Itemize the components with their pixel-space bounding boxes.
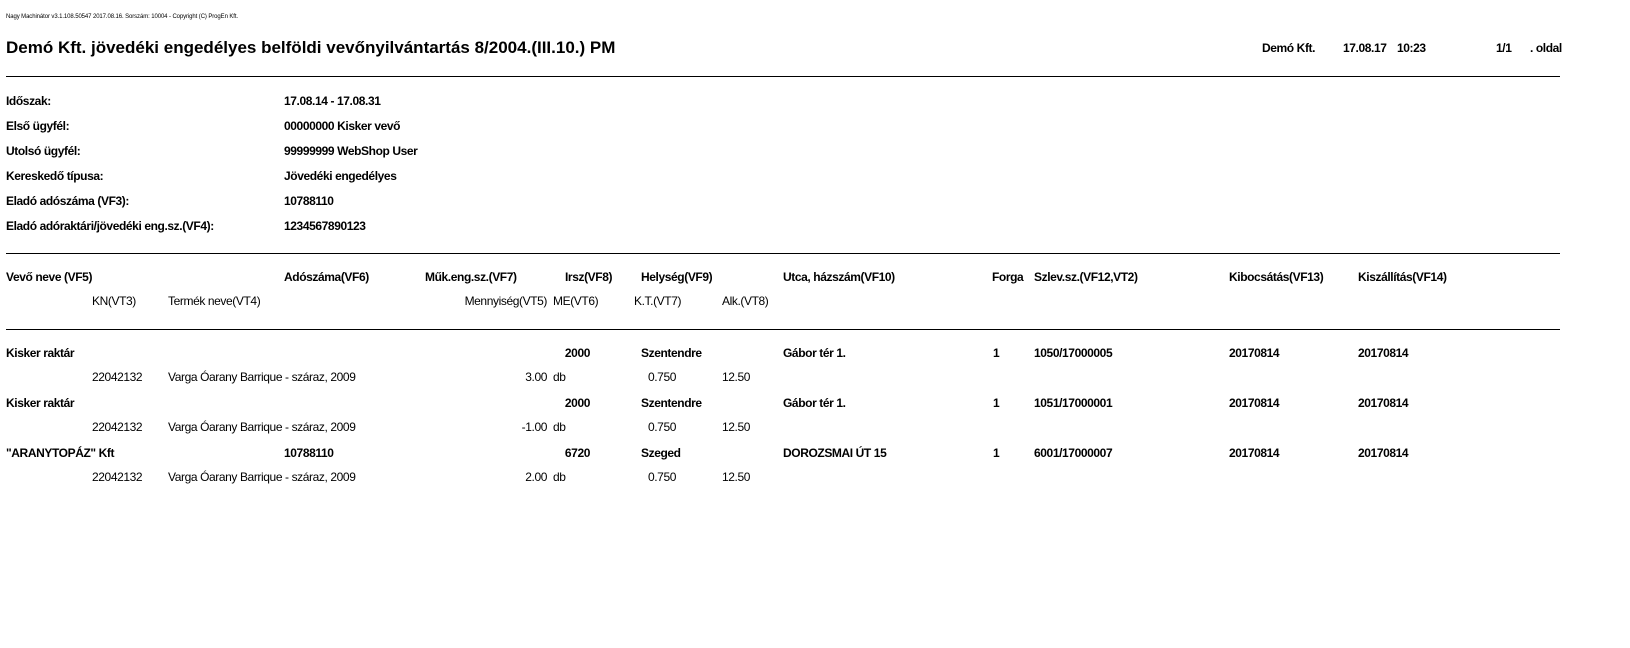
alcohol: 12.50 [721, 420, 750, 434]
street: DOROZSMAI ÚT 15 [783, 446, 887, 460]
col-termek: Termék neve(VT4) [168, 294, 261, 308]
alcohol: 12.50 [721, 370, 750, 384]
header-date: 17.08.17 [1343, 41, 1387, 55]
col-me: ME(VT6) [553, 294, 599, 308]
col-muk: Műk.eng.sz.(VF7) [425, 270, 517, 284]
delivery-date: 20170814 [1358, 446, 1409, 460]
forga: 1 [993, 446, 1000, 460]
buyer-name: Kisker raktár [6, 346, 75, 360]
col-kiszallitas: Kiszállítás(VF14) [1358, 270, 1447, 284]
city: Szentendre [641, 396, 702, 410]
col-irsz: Irsz(VF8) [565, 270, 613, 284]
param-value: 10788110 [284, 194, 334, 208]
report-title: Demó Kft. jövedéki engedélyes belföldi v… [6, 38, 616, 57]
city: Szentendre [641, 346, 702, 360]
col-utca: Utca, házszám(VF10) [783, 270, 895, 284]
unit: db [553, 470, 566, 484]
param-value: 1234567890123 [284, 219, 366, 233]
delivery-note: 1051/17000001 [1034, 396, 1113, 410]
col-alk: Alk.(VT8) [722, 294, 769, 308]
quantity: -1.00 [521, 420, 548, 434]
col-adoszam: Adószáma(VF6) [284, 270, 369, 284]
divider [6, 329, 1560, 330]
unit: db [553, 370, 566, 384]
delivery-date: 20170814 [1358, 346, 1409, 360]
issue-date: 20170814 [1229, 346, 1280, 360]
delivery-date: 20170814 [1358, 396, 1409, 410]
product-name: Varga Óarany Barrique - száraz, 2009 [168, 370, 356, 384]
buyer-name: Kisker raktár [6, 396, 75, 410]
unit: db [553, 420, 566, 434]
copyright-line: Nagy Machinátor v3.1.108.50547 2017.08.1… [6, 14, 238, 20]
product-name: Varga Óarany Barrique - száraz, 2009 [168, 420, 356, 434]
divider [6, 76, 1560, 77]
param-label: Időszak: [6, 94, 51, 108]
divider [6, 253, 1560, 254]
param-value: 17.08.14 - 17.08.31 [284, 94, 381, 108]
volume: 0.750 [647, 470, 676, 484]
volume: 0.750 [647, 370, 676, 384]
product-name: Varga Óarany Barrique - száraz, 2009 [168, 470, 356, 484]
tax-number: 10788110 [284, 446, 334, 460]
zip: 6720 [564, 446, 591, 460]
param-label: Első ügyfél: [6, 119, 70, 133]
kn-code: 22042132 [92, 470, 143, 484]
col-kt: K.T.(VT7) [634, 294, 682, 308]
param-label: Kereskedő típusa: [6, 169, 104, 183]
col-helyseg: Helység(VF9) [641, 270, 713, 284]
issue-date: 20170814 [1229, 446, 1280, 460]
col-kibocsatas: Kibocsátás(VF13) [1229, 270, 1324, 284]
page-suffix: . oldal [1530, 41, 1562, 55]
zip: 2000 [564, 346, 591, 360]
zip: 2000 [564, 396, 591, 410]
param-value: 99999999 WebShop User [284, 144, 418, 158]
page-number: 1/1 [1496, 41, 1512, 55]
param-label: Utolsó ügyfél: [6, 144, 81, 158]
header-company: Demó Kft. [1262, 41, 1316, 55]
street: Gábor tér 1. [783, 346, 846, 360]
kn-code: 22042132 [92, 370, 143, 384]
param-value: 00000000 Kisker vevő [284, 119, 401, 133]
col-kn: KN(VT3) [92, 294, 136, 308]
param-value: Jövedéki engedélyes [284, 169, 397, 183]
alcohol: 12.50 [721, 470, 750, 484]
kn-code: 22042132 [92, 420, 143, 434]
col-mennyiseg: Mennyiség(VT5) [464, 294, 548, 308]
volume: 0.750 [647, 420, 676, 434]
col-szlev: Szlev.sz.(VF12,VT2) [1034, 270, 1138, 284]
delivery-note: 1050/17000005 [1034, 346, 1113, 360]
param-label: Eladó adószáma (VF3): [6, 194, 129, 208]
quantity: 3.00 [525, 370, 547, 384]
delivery-note: 6001/17000007 [1034, 446, 1113, 460]
city: Szeged [641, 446, 681, 460]
issue-date: 20170814 [1229, 396, 1280, 410]
quantity: 2.00 [525, 470, 547, 484]
street: Gábor tér 1. [783, 396, 846, 410]
forga: 1 [993, 346, 1000, 360]
param-label: Eladó adóraktári/jövedéki eng.sz.(VF4): [6, 219, 214, 233]
forga: 1 [993, 396, 1000, 410]
col-forga: Forga [992, 270, 1024, 284]
buyer-name: "ARANYTOPÁZ" Kft [6, 446, 115, 460]
header-time: 10:23 [1397, 41, 1426, 55]
col-vevo: Vevő neve (VF5) [6, 270, 93, 284]
